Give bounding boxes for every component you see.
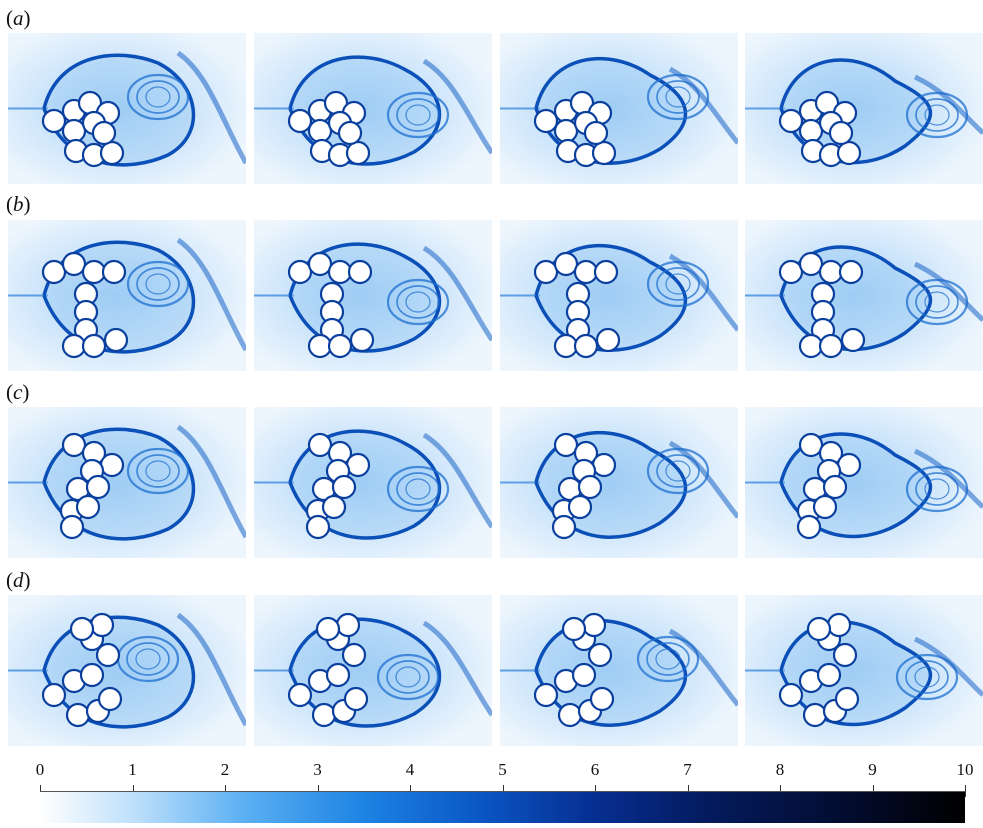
- row-label-a: (a): [6, 6, 31, 30]
- vorticity-field-image: [254, 407, 492, 558]
- colorbar-tick-label-6: 6: [590, 760, 600, 779]
- row-label-d: (d): [6, 568, 31, 592]
- vorticity-field-image: [500, 33, 738, 184]
- flow-panel-row4-col4: [745, 595, 983, 746]
- vorticity-field-image: [745, 33, 983, 184]
- flow-panel-row2-col3: [500, 220, 738, 371]
- flow-panel-row3-col1: [8, 407, 246, 558]
- colorbar-tick-mark: [965, 785, 966, 797]
- vorticity-field-image: [500, 407, 738, 558]
- flow-panel-row2-col1: [8, 220, 246, 371]
- vorticity-field-image: [254, 220, 492, 371]
- colorbar-tick-label-4: 4: [405, 760, 415, 779]
- vorticity-field-image: [745, 595, 983, 746]
- colorbar-axis-line: [40, 791, 965, 792]
- colorbar-tick-label-0: 0: [35, 760, 45, 779]
- flow-panel-row1-col4: [745, 33, 983, 184]
- flow-panel-row4-col2: [254, 595, 492, 746]
- colorbar-tick-label-1: 1: [128, 760, 137, 779]
- vorticity-field-image: [500, 220, 738, 371]
- flow-panel-row1-col1: [8, 33, 246, 184]
- vorticity-field-image: [8, 220, 246, 371]
- colorbar-tick-label-7: 7: [683, 760, 692, 779]
- flow-panel-row3-col4: [745, 407, 983, 558]
- flow-panel-row2-col2: [254, 220, 492, 371]
- vorticity-field-image: [254, 595, 492, 746]
- vorticity-field-image: [8, 595, 246, 746]
- vorticity-field-image: [8, 407, 246, 558]
- flow-panel-row3-col3: [500, 407, 738, 558]
- vorticity-field-image: [745, 220, 983, 371]
- vorticity-field-image: [254, 33, 492, 184]
- vorticity-field-image: [745, 407, 983, 558]
- flow-panel-row4-col3: [500, 595, 738, 746]
- flow-panel-row3-col2: [254, 407, 492, 558]
- colorbar-tick-label-10: 10: [956, 760, 974, 779]
- colorbar: 0 1 2 3 4 5 6 7 8 9 10: [0, 760, 983, 828]
- vorticity-field-image: [500, 595, 738, 746]
- flow-panel-row4-col1: [8, 595, 246, 746]
- colorbar-tick-label-9: 9: [868, 760, 877, 779]
- vorticity-field-image: [8, 33, 246, 184]
- colorbar-gradient: [40, 792, 965, 823]
- colorbar-tick-label-5: 5: [498, 760, 507, 779]
- row-label-b: (b): [6, 192, 31, 216]
- row-label-c: (c): [6, 380, 30, 404]
- flow-panel-row1-col3: [500, 33, 738, 184]
- colorbar-tick-label-3: 3: [313, 760, 322, 779]
- colorbar-tick-label-2: 2: [220, 760, 230, 779]
- flow-panel-row1-col2: [254, 33, 492, 184]
- flow-panel-row2-col4: [745, 220, 983, 371]
- colorbar-tick-label-8: 8: [775, 760, 785, 779]
